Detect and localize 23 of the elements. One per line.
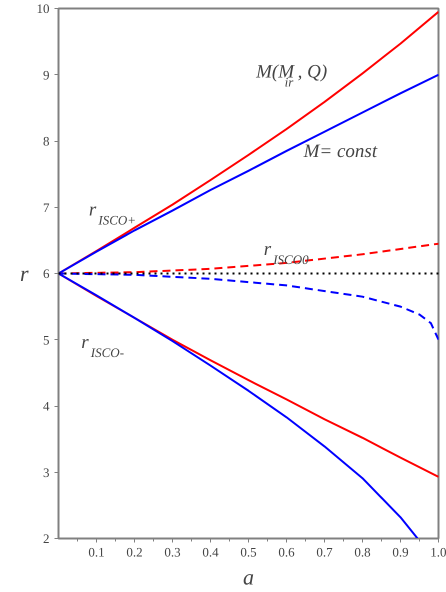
x-tick-label: 0.2 <box>126 544 143 560</box>
y-tick-label: 7 <box>43 200 50 215</box>
x-tick-label: 0.7 <box>316 544 334 560</box>
x-tick-label: 0.1 <box>88 544 105 560</box>
x-tick-label: 0.4 <box>202 544 220 560</box>
y-tick-label: 9 <box>43 67 50 82</box>
x-axis-title: a <box>243 564 254 590</box>
x-tick-label: 0.8 <box>354 544 371 560</box>
annotation: M(Mir, Q) <box>255 62 328 90</box>
y-tick-label: 4 <box>43 398 50 414</box>
x-tick-label: 0.9 <box>392 544 409 560</box>
y-tick-label: 10 <box>36 1 50 16</box>
x-tick-label: 0.3 <box>164 544 181 560</box>
y-axis-title: r <box>20 261 29 286</box>
x-tick-label: 0.5 <box>240 544 257 560</box>
y-tick-label: 8 <box>43 134 50 148</box>
x-tick-label: 0.6 <box>278 544 296 560</box>
y-tick-label: 3 <box>43 464 50 480</box>
y-tick-label: 2 <box>43 531 50 546</box>
y-tick-label: 6 <box>43 266 50 281</box>
x-tick-label: 1.0 <box>430 544 446 560</box>
y-tick-label: 5 <box>43 332 50 348</box>
annotation: M= const <box>302 141 378 162</box>
